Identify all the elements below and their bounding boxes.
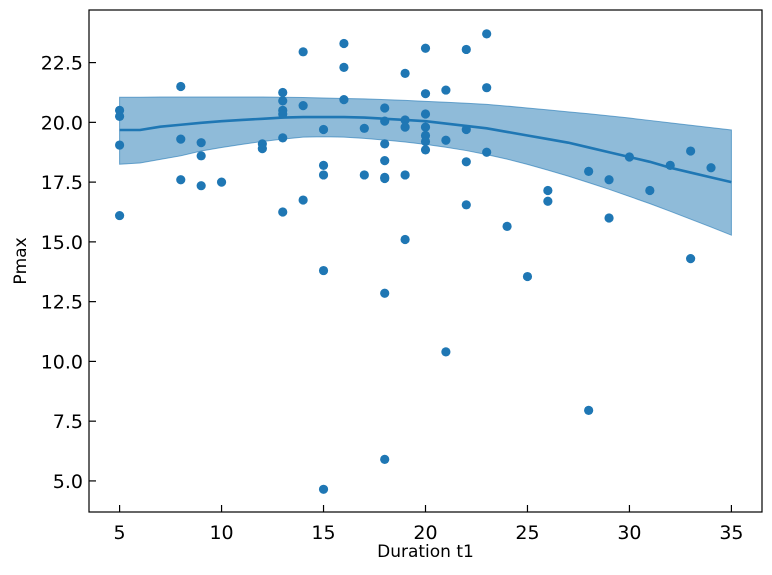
data-point <box>318 160 329 170</box>
data-point <box>543 196 553 206</box>
data-point <box>176 134 186 144</box>
data-point <box>604 175 614 185</box>
data-point <box>380 139 390 149</box>
axes-layer: 5 10 15 20 25 30 35 5.0 7.5 10.0 12.5 15.0 17.5 20.0 2… <box>41 9 763 544</box>
data-point <box>318 124 329 135</box>
data-point <box>298 47 308 57</box>
data-point <box>420 109 431 119</box>
data-point <box>420 122 431 132</box>
data-point <box>318 265 329 276</box>
data-point <box>624 152 635 162</box>
y-tick-label: 15.0 <box>41 232 83 254</box>
data-point <box>461 200 471 210</box>
y-tick-label: 12.5 <box>41 292 83 314</box>
data-point <box>278 133 288 143</box>
data-point <box>176 81 186 92</box>
data-point <box>420 145 431 155</box>
data-point <box>461 124 471 135</box>
data-point <box>420 43 431 53</box>
data-point <box>380 156 390 166</box>
data-point <box>420 89 431 99</box>
data-point <box>665 160 675 170</box>
y-tick-label: 7.5 <box>53 411 83 433</box>
data-point <box>400 68 410 78</box>
data-point <box>318 484 329 494</box>
y-tick-label: 17.5 <box>41 172 83 194</box>
x-tick-label: 30 <box>617 522 641 544</box>
x-tick-label: 25 <box>515 522 539 544</box>
data-point <box>461 157 471 167</box>
data-point <box>604 213 614 223</box>
confidence-band <box>119 96 732 236</box>
data-point <box>400 234 410 245</box>
data-point <box>114 210 125 221</box>
data-point <box>380 103 390 113</box>
data-point <box>114 111 125 121</box>
data-point <box>400 170 410 180</box>
data-point <box>114 140 125 150</box>
data-point <box>176 175 186 185</box>
data-point <box>196 151 206 161</box>
data-point <box>278 207 288 217</box>
data-point <box>420 136 431 147</box>
data-point <box>380 173 390 184</box>
x-tick-label: 35 <box>719 522 743 544</box>
data-points-layer <box>114 29 716 494</box>
data-point <box>380 116 390 126</box>
y-tick-label: 5.0 <box>53 471 83 493</box>
data-point <box>359 123 369 133</box>
y-tick-label: 22.5 <box>41 53 83 75</box>
data-point <box>441 347 451 357</box>
data-point <box>441 135 451 145</box>
data-point <box>196 138 206 148</box>
data-point <box>318 170 329 180</box>
data-point <box>686 254 696 264</box>
x-tick-label: 5 <box>114 522 126 544</box>
x-tick-label: 15 <box>311 522 335 544</box>
data-point <box>706 163 716 173</box>
data-point <box>257 144 267 154</box>
data-point <box>522 271 533 282</box>
data-point <box>482 83 492 93</box>
y-axis-title: Pmax <box>11 237 31 284</box>
data-point <box>584 405 594 415</box>
data-point <box>441 85 451 95</box>
x-tick-label: 20 <box>413 522 437 544</box>
confidence-band-layer <box>119 96 732 236</box>
y-tick-label: 20.0 <box>41 112 83 134</box>
data-point <box>380 288 390 298</box>
data-point <box>482 29 492 39</box>
data-point <box>645 185 655 196</box>
data-point <box>298 195 308 205</box>
data-point <box>196 181 206 191</box>
x-tick-label: 10 <box>209 522 233 544</box>
data-point <box>461 44 471 55</box>
data-point <box>543 185 553 196</box>
data-point <box>339 95 349 105</box>
y-tick-label: 10.0 <box>41 351 83 373</box>
data-point <box>584 166 594 176</box>
data-point <box>298 101 308 111</box>
data-point <box>380 454 390 465</box>
data-point <box>359 170 369 180</box>
data-point <box>686 146 696 156</box>
data-point <box>339 62 349 72</box>
data-point <box>339 38 349 49</box>
data-point <box>216 177 227 187</box>
data-point <box>502 221 512 231</box>
plot-frame <box>88 9 763 513</box>
data-point <box>278 87 288 98</box>
x-axis-title: Duration t1 <box>377 542 474 562</box>
data-point <box>278 96 288 106</box>
data-point <box>278 109 288 119</box>
data-point <box>482 147 492 157</box>
data-point <box>400 122 410 132</box>
data-point <box>400 115 410 125</box>
